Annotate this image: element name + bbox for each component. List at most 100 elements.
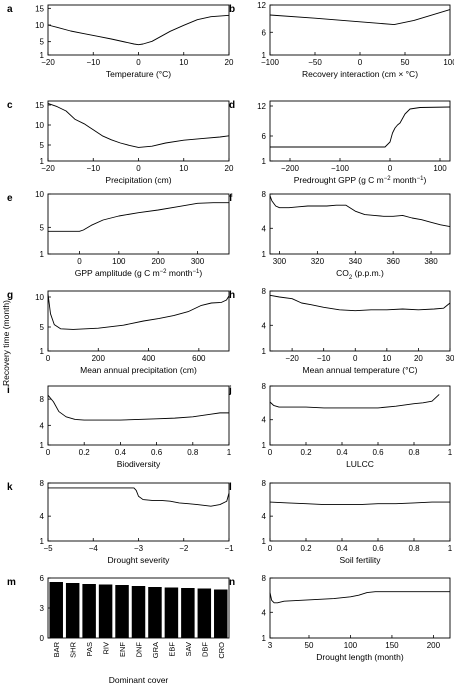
bar-cro <box>214 589 228 638</box>
x-tick-label: 400 <box>142 354 156 363</box>
x-tick-label: −10 <box>86 164 100 173</box>
x-axis-label: Soil fertility <box>339 555 381 565</box>
y-tick-label: 1 <box>40 537 45 546</box>
x-tick-label: 0.8 <box>408 544 420 553</box>
series-line <box>48 487 230 507</box>
x-tick-label: 300 <box>273 257 287 266</box>
plot-frame <box>47 290 230 352</box>
panel-m: m 0 3 6 BAR SHR PAS RIV ENF DNF GRA EBF SAV DBF CRO Dom… <box>7 574 230 685</box>
y-tick-label: 1 <box>40 441 45 450</box>
x-tick-label: −2 <box>179 544 189 553</box>
y-tick-label: 1 <box>262 634 267 643</box>
panel-letter: l <box>229 482 232 493</box>
x-tick-label: 0 <box>268 448 273 457</box>
category-label: BAR <box>52 641 61 657</box>
y-tick-label: 1 <box>40 157 45 166</box>
plot-frame <box>269 385 451 446</box>
bar-gra <box>148 587 162 638</box>
x-tick-label: −1 <box>224 544 234 553</box>
x-tick-label: 200 <box>92 354 106 363</box>
x-tick-label: 0.2 <box>300 448 312 457</box>
y-tick-label: 5 <box>40 223 45 232</box>
x-axis-label: GPP amplitude (g C m−2 month−1) <box>75 268 203 278</box>
y-tick-label: 6 <box>262 28 267 37</box>
plot-frame <box>47 482 230 542</box>
panel-letter: f <box>229 193 233 204</box>
y-tick-label: 4 <box>40 421 45 430</box>
x-tick-label: 380 <box>424 257 438 266</box>
x-tick-label: 20 <box>225 164 234 173</box>
category-label: SAV <box>184 642 193 656</box>
x-tick-label: 100 <box>443 58 454 67</box>
x-axis-label: Temperature (°C) <box>106 69 171 79</box>
y-tick-label: 0 <box>40 634 45 643</box>
x-tick-label: 0.4 <box>115 448 127 457</box>
x-axis-label: Mean annual temperature (°C) <box>303 365 418 375</box>
x-tick-label: −10 <box>317 354 331 363</box>
x-tick-label: 20 <box>225 58 234 67</box>
x-tick-label: 0.8 <box>408 448 420 457</box>
x-tick-label: 1 <box>227 448 232 457</box>
y-tick-label: 5 <box>40 141 45 150</box>
x-tick-label: 360 <box>386 257 400 266</box>
y-tick-label: 8 <box>262 382 267 391</box>
x-tick-label: −4 <box>89 544 99 553</box>
panel-h: h 1 4 8 −20 −10 0 10 20 30 Mean annual temperature… <box>229 287 454 375</box>
x-tick-label: −10 <box>86 58 100 67</box>
plot-frame <box>269 482 451 542</box>
x-tick-label: 30 <box>446 354 454 363</box>
series-line <box>269 294 451 312</box>
panel-f: f 1 4 8 300 320 340 360 380 CO2 (p.p.m.) <box>229 190 451 281</box>
bar-riv <box>98 584 113 638</box>
y-tick-label: 1 <box>40 347 45 356</box>
y-tick-label: 1 <box>262 51 267 60</box>
series-line <box>47 102 230 148</box>
x-tick-label: 0.4 <box>336 448 348 457</box>
y-tick-label: 10 <box>35 21 44 30</box>
bar-pas <box>82 584 96 638</box>
series-line <box>47 14 230 46</box>
series-line <box>269 394 440 409</box>
x-tick-label: −20 <box>41 164 55 173</box>
y-tick-label: 15 <box>35 4 44 13</box>
figure-y-axis-label: Recovery time (month) <box>1 300 11 386</box>
x-tick-label: −20 <box>285 354 299 363</box>
plot-frame <box>47 385 230 446</box>
category-label: GRA <box>151 642 160 658</box>
x-tick-label: 0 <box>46 448 51 457</box>
x-tick-label: 0.4 <box>336 544 348 553</box>
series-line <box>48 202 229 232</box>
panel-j: j 1 4 8 0 0.2 0.4 0.6 0.8 1 LULCC <box>228 382 453 469</box>
y-tick-label: 10 <box>35 190 44 199</box>
x-tick-label: −100 <box>261 58 280 67</box>
y-tick-label: 4 <box>262 512 267 521</box>
y-tick-label: 8 <box>40 395 45 404</box>
x-tick-label: 10 <box>179 164 188 173</box>
x-axis-label: Drought severity <box>108 555 171 565</box>
x-tick-label: 20 <box>414 354 423 363</box>
x-tick-label: 1 <box>448 448 453 457</box>
x-axis-label: LULCC <box>346 459 374 469</box>
panel-b: b 1 6 12 −100 −50 0 50 100 Recovery interaction (… <box>229 1 454 79</box>
y-tick-label: 1 <box>262 347 267 356</box>
series-line <box>269 195 451 228</box>
x-tick-label: 3 <box>268 641 273 650</box>
y-tick-label: 1 <box>262 157 267 166</box>
x-axis-label: Dominant cover <box>109 675 169 685</box>
y-tick-label: 8 <box>262 574 267 583</box>
plot-frame <box>269 577 451 639</box>
x-tick-label: 0 <box>136 164 141 173</box>
x-axis-label: Predrought GPP (g C m−2 month−1) <box>294 175 427 185</box>
x-tick-label: −3 <box>134 544 144 553</box>
panel-letter: d <box>229 100 235 111</box>
y-tick-label: 1 <box>40 250 45 259</box>
y-tick-label: 12 <box>257 1 266 10</box>
panel-letter: h <box>229 290 235 301</box>
bar-dnf <box>131 586 146 638</box>
plot-frame <box>269 193 451 255</box>
y-tick-label: 4 <box>262 321 267 330</box>
